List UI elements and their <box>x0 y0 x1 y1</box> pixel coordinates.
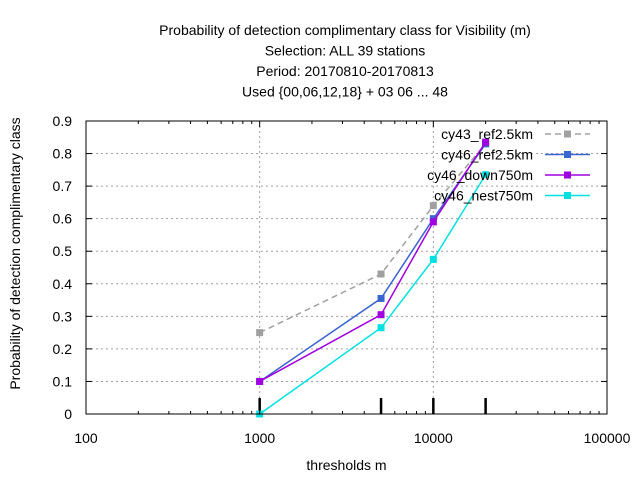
legend: cy43_ref2.5km cy46_ref2.5km cy46_down750mc… <box>427 126 590 204</box>
legend-marker <box>564 130 571 138</box>
series-line <box>259 141 487 383</box>
y-tick-label: 0.6 <box>53 211 73 227</box>
x-tick-label: 1000 <box>244 430 275 446</box>
title-line: Selection: ALL 39 stations <box>265 43 426 59</box>
plot-frame <box>85 120 608 415</box>
y-tick-labels: 0 0.1 0.2 0.3 0.4 0.5 0.6 0.7 0.8 0.9 <box>53 113 73 422</box>
y-axis-label: Probability of detection complimentary c… <box>7 117 23 389</box>
y-tick-label: 0.2 <box>53 341 73 357</box>
series-point <box>377 311 385 319</box>
legend-marker <box>564 151 571 158</box>
legend-marker <box>564 192 571 199</box>
x-tick-label: 100 <box>74 430 98 446</box>
y-tick-label: 0.3 <box>53 308 73 324</box>
series-point <box>256 329 264 337</box>
y-tick-label: 0.1 <box>53 373 73 389</box>
title-line: Used {00,06,12,18} + 03 06 ... 48 <box>242 84 448 100</box>
y-tick-label: 0.7 <box>53 178 73 194</box>
series-point <box>377 324 385 332</box>
title-line: Period: 20170810-20170813 <box>256 63 434 79</box>
legend-marker <box>564 171 571 179</box>
y-tick-label: 0.8 <box>53 146 73 162</box>
title-line: Probability of detection complimentary c… <box>159 22 531 38</box>
x-tick-labels: 100 1000 10000 100000 <box>74 430 630 446</box>
series-point <box>429 202 437 210</box>
y-tick-label: 0.9 <box>53 113 73 129</box>
series-point <box>377 294 385 302</box>
legend-label: cy43_ref2.5km <box>441 126 533 142</box>
series-point <box>429 218 437 226</box>
x-tick-label: 100000 <box>584 430 631 446</box>
chart-title: Probability of detection complimentary c… <box>159 22 531 100</box>
y-tick-label: 0.4 <box>53 276 73 292</box>
legend-label: cy46_ref2.5km <box>441 147 533 163</box>
series-line <box>259 174 487 415</box>
x-axis-label: thresholds m <box>306 457 386 473</box>
series-point <box>482 138 490 146</box>
series-point <box>429 255 437 263</box>
y-tick-label: 0.5 <box>53 243 73 259</box>
grid <box>86 121 607 414</box>
y-tick-label: 0 <box>64 406 72 422</box>
axis-ticks <box>85 120 608 415</box>
series-point <box>256 377 264 385</box>
series-line <box>259 143 487 334</box>
x-tick-label: 10000 <box>414 430 453 446</box>
series-point <box>377 270 385 278</box>
legend-label: cy46_down750m <box>427 167 533 183</box>
threshold-rug <box>258 398 487 414</box>
series-point <box>482 171 490 179</box>
legend-label: cy46_nest750m <box>434 188 533 204</box>
